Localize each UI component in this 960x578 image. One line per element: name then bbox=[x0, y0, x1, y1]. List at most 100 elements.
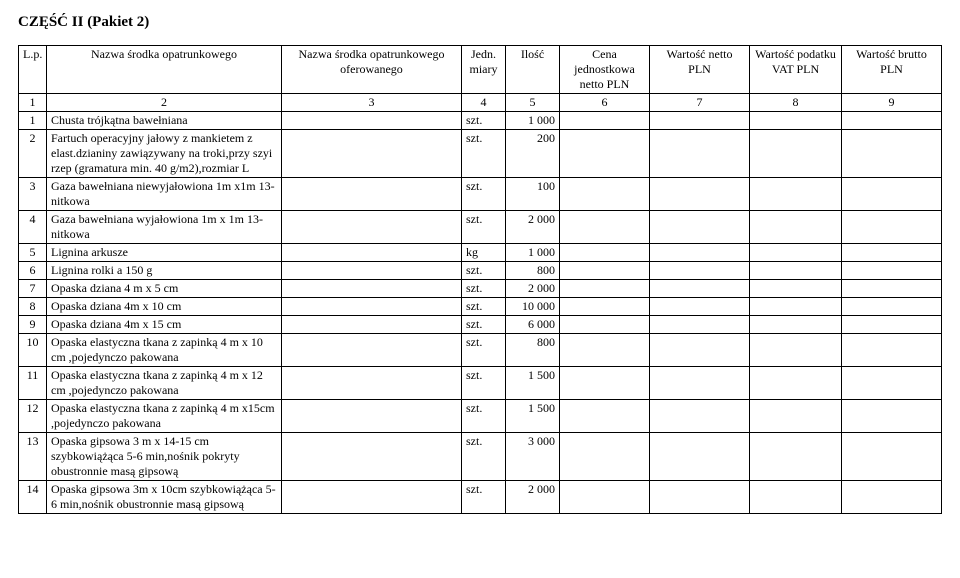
cell-jm: szt. bbox=[462, 280, 506, 298]
cell-offered bbox=[282, 211, 462, 244]
cell-name: Lignina arkusze bbox=[47, 244, 282, 262]
cell-jm: szt. bbox=[462, 400, 506, 433]
cell-cena bbox=[560, 280, 650, 298]
colnum: 6 bbox=[560, 94, 650, 112]
cell-vat bbox=[750, 316, 842, 334]
cell-vat bbox=[750, 178, 842, 211]
colnum: 4 bbox=[462, 94, 506, 112]
cell-qty: 1 000 bbox=[506, 112, 560, 130]
cell-cena bbox=[560, 298, 650, 316]
cell-jm: szt. bbox=[462, 316, 506, 334]
cell-jm: szt. bbox=[462, 367, 506, 400]
colnum: 3 bbox=[282, 94, 462, 112]
cell-wb bbox=[842, 280, 942, 298]
cell-wb bbox=[842, 244, 942, 262]
cell-wn bbox=[650, 280, 750, 298]
cell-name: Gaza bawełniana wyjałowiona 1m x 1m 13-n… bbox=[47, 211, 282, 244]
cell-wb bbox=[842, 367, 942, 400]
cell-wn bbox=[650, 211, 750, 244]
cell-wn bbox=[650, 112, 750, 130]
cell-qty: 1 500 bbox=[506, 400, 560, 433]
cell-wn bbox=[650, 481, 750, 514]
cell-offered bbox=[282, 244, 462, 262]
cell-name: Opaska elastyczna tkana z zapinką 4 m x … bbox=[47, 334, 282, 367]
cell-qty: 2 000 bbox=[506, 211, 560, 244]
cell-jm: szt. bbox=[462, 262, 506, 280]
cell-lp: 5 bbox=[19, 244, 47, 262]
cell-vat bbox=[750, 367, 842, 400]
cell-qty: 3 000 bbox=[506, 433, 560, 481]
cell-cena bbox=[560, 316, 650, 334]
table-row: 11Opaska elastyczna tkana z zapinką 4 m … bbox=[19, 367, 942, 400]
cell-offered bbox=[282, 433, 462, 481]
cell-vat bbox=[750, 112, 842, 130]
table-row: 2Fartuch operacyjny jałowy z mankietem z… bbox=[19, 130, 942, 178]
cell-jm: szt. bbox=[462, 298, 506, 316]
th-cena: Cena jednostkowa netto PLN bbox=[560, 46, 650, 94]
cell-cena bbox=[560, 178, 650, 211]
th-wn: Wartość netto PLN bbox=[650, 46, 750, 94]
colnum: 8 bbox=[750, 94, 842, 112]
table-row: 12Opaska elastyczna tkana z zapinką 4 m … bbox=[19, 400, 942, 433]
cell-name: Fartuch operacyjny jałowy z mankietem z … bbox=[47, 130, 282, 178]
table-row: 14Opaska gipsowa 3m x 10cm szybkowiążąca… bbox=[19, 481, 942, 514]
cell-name: Opaska dziana 4m x 15 cm bbox=[47, 316, 282, 334]
colnum: 7 bbox=[650, 94, 750, 112]
cell-vat bbox=[750, 244, 842, 262]
cell-qty: 1 500 bbox=[506, 367, 560, 400]
cell-wb bbox=[842, 316, 942, 334]
th-name: Nazwa środka opatrunkowego bbox=[47, 46, 282, 94]
cell-vat bbox=[750, 262, 842, 280]
cell-offered bbox=[282, 280, 462, 298]
cell-vat bbox=[750, 334, 842, 367]
cell-offered bbox=[282, 400, 462, 433]
cell-name: Opaska elastyczna tkana z zapinką 4 m x1… bbox=[47, 400, 282, 433]
cell-jm: kg bbox=[462, 244, 506, 262]
section-title: CZĘŚĆ II (Pakiet 2) bbox=[18, 14, 942, 31]
table-row: 9Opaska dziana 4m x 15 cmszt.6 000 bbox=[19, 316, 942, 334]
table-row: 7Opaska dziana 4 m x 5 cmszt.2 000 bbox=[19, 280, 942, 298]
cell-vat bbox=[750, 130, 842, 178]
cell-cena bbox=[560, 130, 650, 178]
th-wb: Wartość brutto PLN bbox=[842, 46, 942, 94]
cell-qty: 2 000 bbox=[506, 481, 560, 514]
cell-name: Opaska dziana 4 m x 5 cm bbox=[47, 280, 282, 298]
cell-vat bbox=[750, 211, 842, 244]
cell-offered bbox=[282, 334, 462, 367]
cell-wb bbox=[842, 178, 942, 211]
cell-qty: 10 000 bbox=[506, 298, 560, 316]
th-qty: Ilość bbox=[506, 46, 560, 94]
cell-wb bbox=[842, 334, 942, 367]
th-jm: Jedn. miary bbox=[462, 46, 506, 94]
cell-jm: szt. bbox=[462, 130, 506, 178]
cell-name: Opaska elastyczna tkana z zapinką 4 m x … bbox=[47, 367, 282, 400]
cell-wn bbox=[650, 367, 750, 400]
cell-wb bbox=[842, 481, 942, 514]
cell-cena bbox=[560, 481, 650, 514]
cell-wb bbox=[842, 262, 942, 280]
colnum: 5 bbox=[506, 94, 560, 112]
cell-name: Gaza bawełniana niewyjałowiona 1m x1m 13… bbox=[47, 178, 282, 211]
cell-wn bbox=[650, 244, 750, 262]
table-row: 6Lignina rolki a 150 gszt.800 bbox=[19, 262, 942, 280]
cell-lp: 10 bbox=[19, 334, 47, 367]
cell-name: Lignina rolki a 150 g bbox=[47, 262, 282, 280]
cell-qty: 800 bbox=[506, 334, 560, 367]
cell-lp: 1 bbox=[19, 112, 47, 130]
cell-cena bbox=[560, 262, 650, 280]
cell-cena bbox=[560, 367, 650, 400]
cell-lp: 7 bbox=[19, 280, 47, 298]
cell-qty: 100 bbox=[506, 178, 560, 211]
cell-qty: 200 bbox=[506, 130, 560, 178]
cell-offered bbox=[282, 130, 462, 178]
cell-cena bbox=[560, 211, 650, 244]
table-row: 13Opaska gipsowa 3 m x 14-15 cm szybkowi… bbox=[19, 433, 942, 481]
cell-name: Chusta trójkątna bawełniana bbox=[47, 112, 282, 130]
pricing-table: L.p. Nazwa środka opatrunkowego Nazwa śr… bbox=[18, 45, 942, 514]
table-row: 10Opaska elastyczna tkana z zapinką 4 m … bbox=[19, 334, 942, 367]
cell-jm: szt. bbox=[462, 334, 506, 367]
cell-vat bbox=[750, 280, 842, 298]
cell-wn bbox=[650, 130, 750, 178]
cell-offered bbox=[282, 481, 462, 514]
cell-cena bbox=[560, 112, 650, 130]
